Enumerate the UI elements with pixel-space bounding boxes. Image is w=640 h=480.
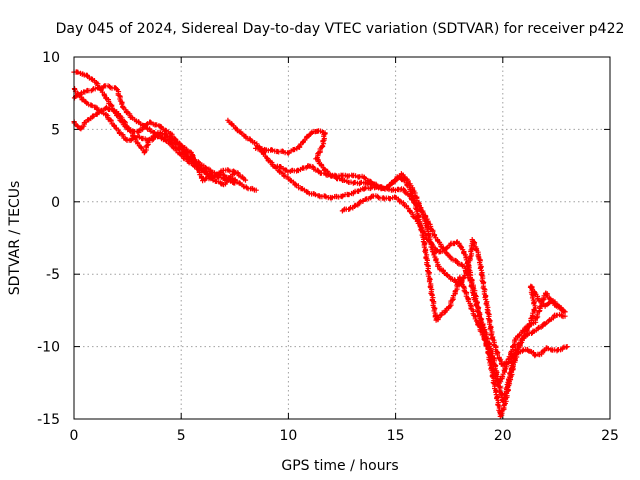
x-tick-label: 10 <box>279 428 297 444</box>
series-markers <box>339 193 568 419</box>
x-tick-label: 25 <box>601 428 619 444</box>
series-markers <box>71 104 249 184</box>
plot-frame <box>73 56 611 420</box>
y-tick-label: -10 <box>37 340 60 356</box>
grid-lines <box>74 57 610 419</box>
y-tick-label: -15 <box>37 412 60 428</box>
x-tick-labels: 0 5 10 15 20 25 <box>70 428 619 444</box>
series-track-4 <box>71 104 249 184</box>
x-tick-label: 15 <box>387 428 405 444</box>
y-tick-label: 0 <box>51 195 60 211</box>
x-tick-label: 0 <box>70 428 79 444</box>
y-axis-label: SDTVAR / TECUs <box>7 181 23 296</box>
data-series <box>71 69 570 419</box>
chart-title: Day 045 of 2024, Sidereal Day-to-day VTE… <box>56 21 625 37</box>
series-markers <box>225 117 568 405</box>
y-tick-label: -5 <box>46 267 60 283</box>
y-tick-label: 10 <box>42 50 60 66</box>
axis-ticks <box>73 56 611 420</box>
x-tick-label: 5 <box>177 428 186 444</box>
x-tick-label: 20 <box>494 428 512 444</box>
y-tick-label: 5 <box>51 122 60 138</box>
series-track-5 <box>225 117 568 405</box>
y-tick-labels: 10 5 0 -5 -10 -15 <box>37 50 60 428</box>
x-axis-label: GPS time / hours <box>281 458 398 474</box>
series-track-8 <box>339 193 568 419</box>
